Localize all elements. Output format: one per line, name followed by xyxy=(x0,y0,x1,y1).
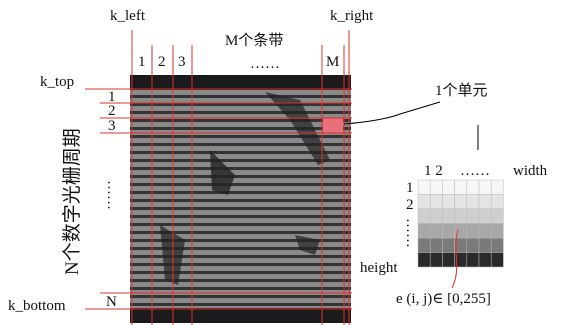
k-left: k_left xyxy=(110,8,146,24)
column-label: 1 xyxy=(138,54,146,70)
cell-pixel xyxy=(442,238,454,253)
cell-grid xyxy=(418,180,503,267)
cell-row: 1 xyxy=(406,180,414,196)
cell-pixel xyxy=(442,180,454,195)
cell-col-ellipsis: …… xyxy=(460,163,490,179)
cell-pixel xyxy=(479,224,491,239)
cell-pixel xyxy=(442,209,454,224)
cell-pixel xyxy=(430,224,442,239)
cell-row-ellipsis: …… xyxy=(403,218,419,248)
cell-pixel xyxy=(491,195,503,210)
cell-pixel xyxy=(467,253,479,268)
cell-pixel xyxy=(491,224,503,239)
periods-ellipsis: …… xyxy=(104,180,120,210)
strips-title: M个条带 xyxy=(225,32,283,49)
cell-pixel xyxy=(430,253,442,268)
strips-ellipsis: …… xyxy=(250,56,280,72)
cell-pixel xyxy=(430,180,442,195)
cell-title: 1个单元 xyxy=(435,82,488,99)
cell-pixel xyxy=(430,195,442,210)
cell-pixel xyxy=(479,209,491,224)
cell-width: width xyxy=(513,163,548,179)
leader xyxy=(344,102,440,124)
cell-pixel xyxy=(491,180,503,195)
cell-pixel xyxy=(442,195,454,210)
cell-pixel xyxy=(467,209,479,224)
column-label: 2 xyxy=(158,54,166,70)
cell-pixel xyxy=(467,238,479,253)
cell-pixel xyxy=(479,180,491,195)
k-bottom: k_bottom xyxy=(8,298,66,314)
cell-pixel xyxy=(491,253,503,268)
grating-image xyxy=(130,75,351,323)
cell-columns: 1 2 xyxy=(424,163,443,179)
cell-pixel xyxy=(479,195,491,210)
cell-pixel xyxy=(430,209,442,224)
cell-pixel xyxy=(418,253,430,268)
column-label: 3 xyxy=(178,54,186,70)
k-right: k_right xyxy=(330,8,374,24)
cell-pixel xyxy=(455,195,467,210)
column-label: M xyxy=(326,54,339,70)
row-label: 3 xyxy=(108,118,116,134)
cell-pixel xyxy=(442,253,454,268)
cell-pixel xyxy=(467,195,479,210)
cell-pixel xyxy=(455,180,467,195)
row-label: N xyxy=(106,294,117,310)
cell-pixel xyxy=(491,209,503,224)
cell-pixel xyxy=(479,238,491,253)
k-top: k_top xyxy=(40,74,74,90)
cell-formula: e (i, j)∈ [0,255] xyxy=(396,291,491,307)
cell-height: height xyxy=(360,260,398,276)
cell-pixel xyxy=(418,195,430,210)
diagram: k_left k_right M个条带 …… 1 2 3 M k_top 1 2… xyxy=(0,0,561,325)
cell-pixel xyxy=(442,224,454,239)
cell-pixel xyxy=(455,209,467,224)
cell-pixel xyxy=(418,180,430,195)
cell-pixel xyxy=(491,238,503,253)
cell-row: 2 xyxy=(406,197,414,213)
row-label: 2 xyxy=(108,103,116,119)
cell-pixel xyxy=(467,224,479,239)
cell-pixel xyxy=(467,180,479,195)
cell-pixel xyxy=(479,253,491,268)
cell-pixel xyxy=(430,238,442,253)
periods-title: N个数字光栅周期 xyxy=(61,128,83,275)
